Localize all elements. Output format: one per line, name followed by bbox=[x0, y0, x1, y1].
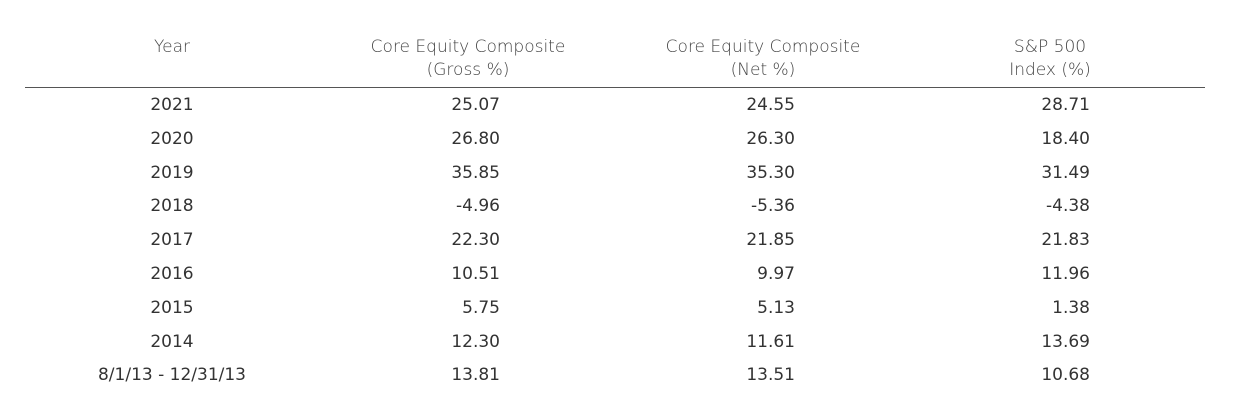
cell-net: 5.13 bbox=[757, 298, 795, 318]
cell-net: 9.97 bbox=[757, 264, 795, 284]
cell-sp500: 13.69 bbox=[1041, 332, 1090, 352]
header-gross-line2: (Gross %) bbox=[426, 60, 510, 80]
cell-gross: 35.85 bbox=[451, 163, 500, 183]
header-net: Core Equity Composite (Net %) bbox=[633, 36, 893, 82]
header-sp500-line2: Index (%) bbox=[1009, 60, 1091, 80]
cell-year: 8/1/13 - 12/31/13 bbox=[97, 365, 246, 385]
cell-net: -5.36 bbox=[751, 196, 795, 216]
cell-net: 21.85 bbox=[746, 230, 795, 250]
cell-gross: 25.07 bbox=[451, 95, 500, 115]
header-net-line2: (Net %) bbox=[730, 60, 796, 80]
header-year-line2: Year bbox=[154, 37, 190, 57]
cell-year: 2017 bbox=[150, 230, 194, 250]
cell-sp500: 21.83 bbox=[1041, 230, 1090, 250]
cell-net: 24.55 bbox=[746, 95, 795, 115]
header-year: Year bbox=[112, 36, 232, 59]
cell-sp500: 1.38 bbox=[1052, 298, 1090, 318]
cell-year: 2014 bbox=[150, 332, 194, 352]
cell-year: 2018 bbox=[150, 196, 194, 216]
cell-sp500: 31.49 bbox=[1041, 163, 1090, 183]
header-sp500-line1: S&P 500 bbox=[1013, 37, 1087, 57]
cell-gross: -4.96 bbox=[456, 196, 500, 216]
cell-gross: 22.30 bbox=[451, 230, 500, 250]
cell-gross: 13.81 bbox=[451, 365, 500, 385]
header-sp500: S&P 500 Index (%) bbox=[978, 36, 1122, 82]
cell-gross: 26.80 bbox=[451, 129, 500, 149]
header-divider bbox=[25, 87, 1205, 88]
cell-year: 2016 bbox=[150, 264, 194, 284]
cell-sp500: -4.38 bbox=[1046, 196, 1090, 216]
cell-gross: 5.75 bbox=[462, 298, 500, 318]
cell-net: 26.30 bbox=[746, 129, 795, 149]
header-net-line1: Core Equity Composite bbox=[665, 37, 861, 57]
cell-net: 11.61 bbox=[746, 332, 795, 352]
cell-net: 13.51 bbox=[746, 365, 795, 385]
cell-net: 35.30 bbox=[746, 163, 795, 183]
cell-year: 2019 bbox=[150, 163, 194, 183]
cell-year: 2015 bbox=[150, 298, 194, 318]
cell-year: 2020 bbox=[150, 129, 194, 149]
cell-sp500: 10.68 bbox=[1041, 365, 1090, 385]
cell-sp500: 11.96 bbox=[1041, 264, 1090, 284]
header-gross: Core Equity Composite (Gross %) bbox=[338, 36, 598, 82]
header-gross-line1: Core Equity Composite bbox=[370, 37, 566, 57]
cell-sp500: 28.71 bbox=[1041, 95, 1090, 115]
cell-gross: 12.30 bbox=[451, 332, 500, 352]
cell-gross: 10.51 bbox=[451, 264, 500, 284]
cell-year: 2021 bbox=[150, 95, 194, 115]
cell-sp500: 18.40 bbox=[1041, 129, 1090, 149]
